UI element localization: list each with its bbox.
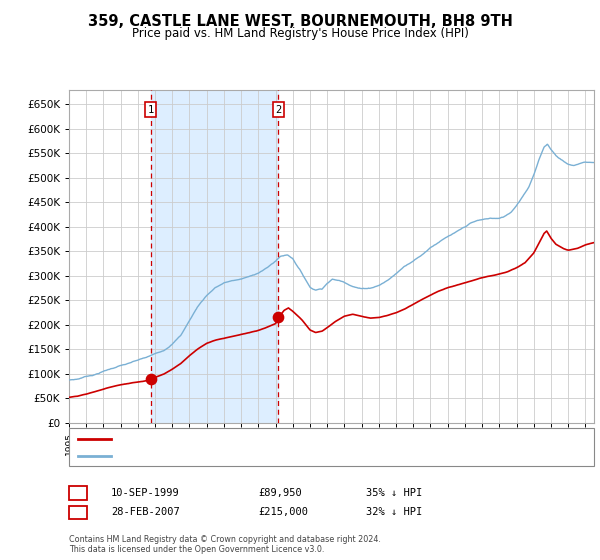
Text: 2: 2 — [275, 105, 281, 115]
Text: 359, CASTLE LANE WEST, BOURNEMOUTH, BH8 9TH (detached house): 359, CASTLE LANE WEST, BOURNEMOUTH, BH8 … — [118, 434, 451, 443]
Point — [274, 313, 283, 322]
Text: 1: 1 — [74, 488, 82, 498]
Text: 1: 1 — [148, 105, 154, 115]
Text: 2: 2 — [74, 507, 82, 517]
Text: 35% ↓ HPI: 35% ↓ HPI — [366, 488, 422, 498]
Text: Price paid vs. HM Land Registry's House Price Index (HPI): Price paid vs. HM Land Registry's House … — [131, 27, 469, 40]
Text: 359, CASTLE LANE WEST, BOURNEMOUTH, BH8 9TH: 359, CASTLE LANE WEST, BOURNEMOUTH, BH8 … — [88, 14, 512, 29]
Text: 32% ↓ HPI: 32% ↓ HPI — [366, 507, 422, 517]
Text: £89,950: £89,950 — [258, 488, 302, 498]
Text: Contains HM Land Registry data © Crown copyright and database right 2024.
This d: Contains HM Land Registry data © Crown c… — [69, 535, 381, 554]
Text: £215,000: £215,000 — [258, 507, 308, 517]
Text: HPI: Average price, detached house, Bournemouth Christchurch and Poole: HPI: Average price, detached house, Bour… — [118, 452, 472, 461]
Bar — [151, 90, 278, 423]
Text: 28-FEB-2007: 28-FEB-2007 — [111, 507, 180, 517]
Point — [146, 374, 155, 383]
Text: 10-SEP-1999: 10-SEP-1999 — [111, 488, 180, 498]
